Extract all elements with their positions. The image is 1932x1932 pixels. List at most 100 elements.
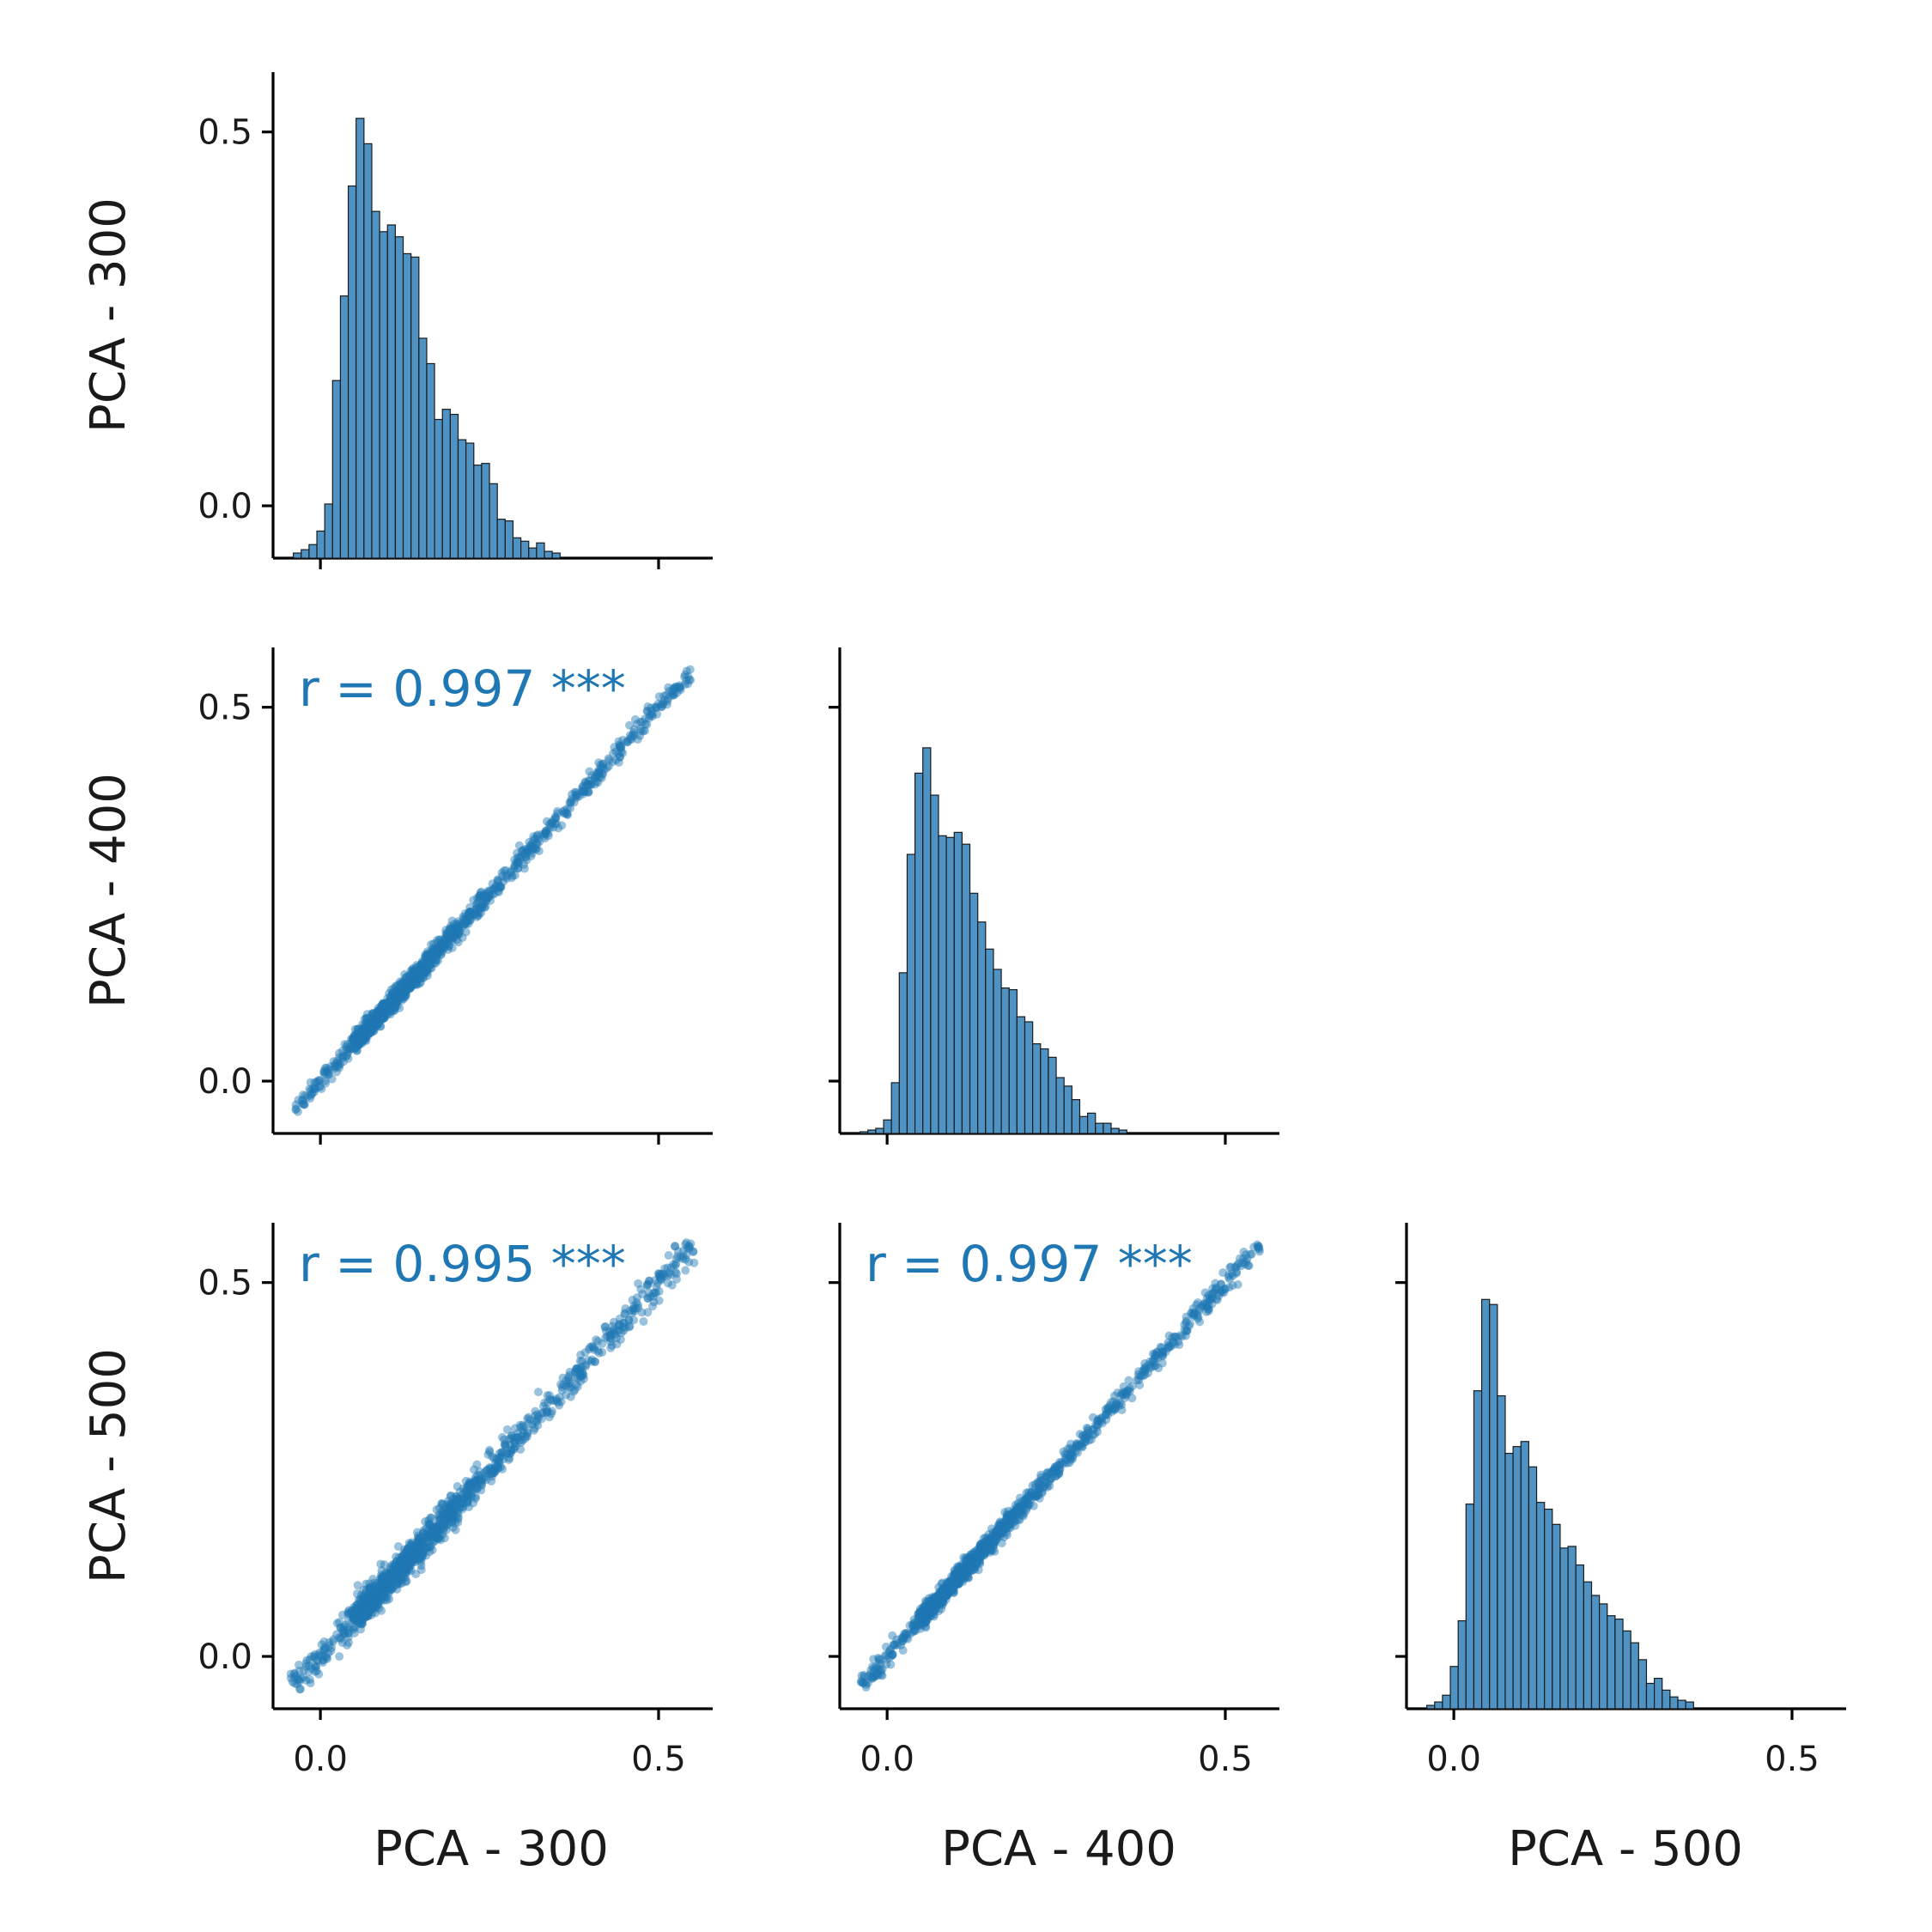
scatter-point	[624, 1322, 634, 1332]
scatter-point	[410, 969, 420, 979]
scatter-point	[462, 915, 471, 925]
scatter-point	[356, 1031, 366, 1041]
scatter-point	[602, 763, 611, 773]
scatter-point	[582, 781, 592, 790]
scatter-point	[543, 1398, 552, 1407]
scatter-point	[370, 1012, 380, 1021]
scatter-point	[593, 1346, 603, 1356]
scatter-point	[610, 743, 619, 752]
scatter-point	[435, 945, 445, 955]
scatter-point	[416, 970, 426, 980]
scatter-point	[379, 1014, 388, 1024]
hist-bar	[1614, 1618, 1624, 1710]
scatter-point	[357, 1032, 367, 1042]
scatter-point	[361, 1018, 371, 1028]
scatter-point	[396, 1569, 405, 1578]
scatter-point	[411, 969, 421, 978]
scatter-point	[404, 976, 414, 986]
scatter-point	[524, 1413, 533, 1422]
scatter-point	[294, 1095, 303, 1104]
scatter-point	[421, 968, 430, 977]
scatter-point	[449, 927, 459, 936]
scatter-point	[388, 1003, 398, 1012]
panel-2-1: 0.0 0.5r = 0.997 ***	[829, 1223, 1279, 1779]
scatter-point	[387, 989, 397, 999]
scatter-point	[335, 1618, 344, 1627]
scatter-point	[445, 1502, 454, 1511]
scatter-point	[412, 961, 422, 970]
scatter-point	[306, 1091, 315, 1101]
scatter-point	[309, 1087, 319, 1097]
scatter-point	[418, 1528, 428, 1538]
scatter-point	[402, 1565, 411, 1575]
scatter-point	[647, 709, 657, 719]
scatter-point	[595, 773, 605, 782]
scatter-point	[496, 1462, 506, 1472]
scatter-point	[486, 1463, 495, 1473]
scatter-point	[416, 1561, 426, 1571]
scatter-point	[564, 1376, 574, 1385]
scatter-point	[377, 1010, 386, 1019]
scatter-point	[441, 1525, 451, 1534]
scatter-point	[404, 1543, 414, 1552]
scatter-point	[391, 992, 400, 1001]
scatter-point	[434, 947, 443, 957]
scatter-point	[420, 963, 429, 973]
scatter-point	[388, 998, 398, 1007]
scatter-point	[643, 702, 653, 712]
scatter-point	[350, 1034, 360, 1043]
scatter-point	[401, 984, 410, 993]
scatter-point	[436, 943, 446, 952]
scatter-point	[394, 1576, 404, 1585]
scatter-point	[371, 1008, 380, 1018]
scatter-point	[406, 982, 416, 992]
scatter-point	[501, 866, 510, 875]
scatter-point	[627, 735, 636, 744]
scatter-point	[546, 1409, 556, 1419]
scatter-point	[391, 1565, 400, 1575]
hist-bar	[363, 143, 373, 559]
scatter-point	[352, 1039, 361, 1048]
scatter-point	[368, 1013, 378, 1023]
scatter-point	[331, 1063, 340, 1072]
scatter-point	[389, 984, 398, 993]
scatter-point	[580, 778, 590, 787]
scatter-point	[300, 1100, 309, 1109]
scatter-point	[398, 984, 408, 993]
scatter-point	[401, 1565, 410, 1575]
scatter-point	[414, 1534, 423, 1544]
scatter-point	[505, 1440, 514, 1449]
scatter-point	[389, 997, 398, 1006]
scatter-point	[320, 1070, 330, 1079]
scatter-point	[392, 1557, 401, 1566]
scatter-point	[404, 981, 414, 990]
scatter-point	[372, 1016, 381, 1025]
scatter-point	[388, 1569, 398, 1578]
scatter-point	[671, 1259, 681, 1268]
scatter-point	[361, 1597, 370, 1607]
scatter-point	[449, 929, 459, 939]
scatter-point	[414, 972, 423, 981]
scatter-point	[397, 1562, 406, 1571]
hist-bar	[1489, 1303, 1498, 1710]
scatter-point	[352, 1046, 361, 1055]
scatter-point	[349, 1033, 359, 1042]
scatter-point	[343, 1040, 352, 1049]
y-tick-label: 0.0	[197, 1062, 252, 1102]
scatter-point	[386, 1575, 396, 1584]
scatter-point	[479, 896, 489, 905]
scatter-point	[407, 1538, 416, 1547]
scatter-point	[411, 974, 421, 983]
scatter-point	[361, 1032, 371, 1042]
scatter-point	[351, 1036, 361, 1045]
scatter-point	[1051, 1472, 1060, 1481]
scatter-point	[385, 1579, 394, 1589]
scatter-point	[593, 1336, 603, 1346]
scatter-point	[396, 987, 405, 996]
scatter-point	[417, 1535, 427, 1545]
scatter-point	[1208, 1284, 1218, 1293]
scatter-point	[678, 1252, 688, 1261]
scatter-point	[437, 939, 447, 949]
scatter-point	[476, 891, 485, 901]
scatter-point	[418, 1550, 428, 1559]
